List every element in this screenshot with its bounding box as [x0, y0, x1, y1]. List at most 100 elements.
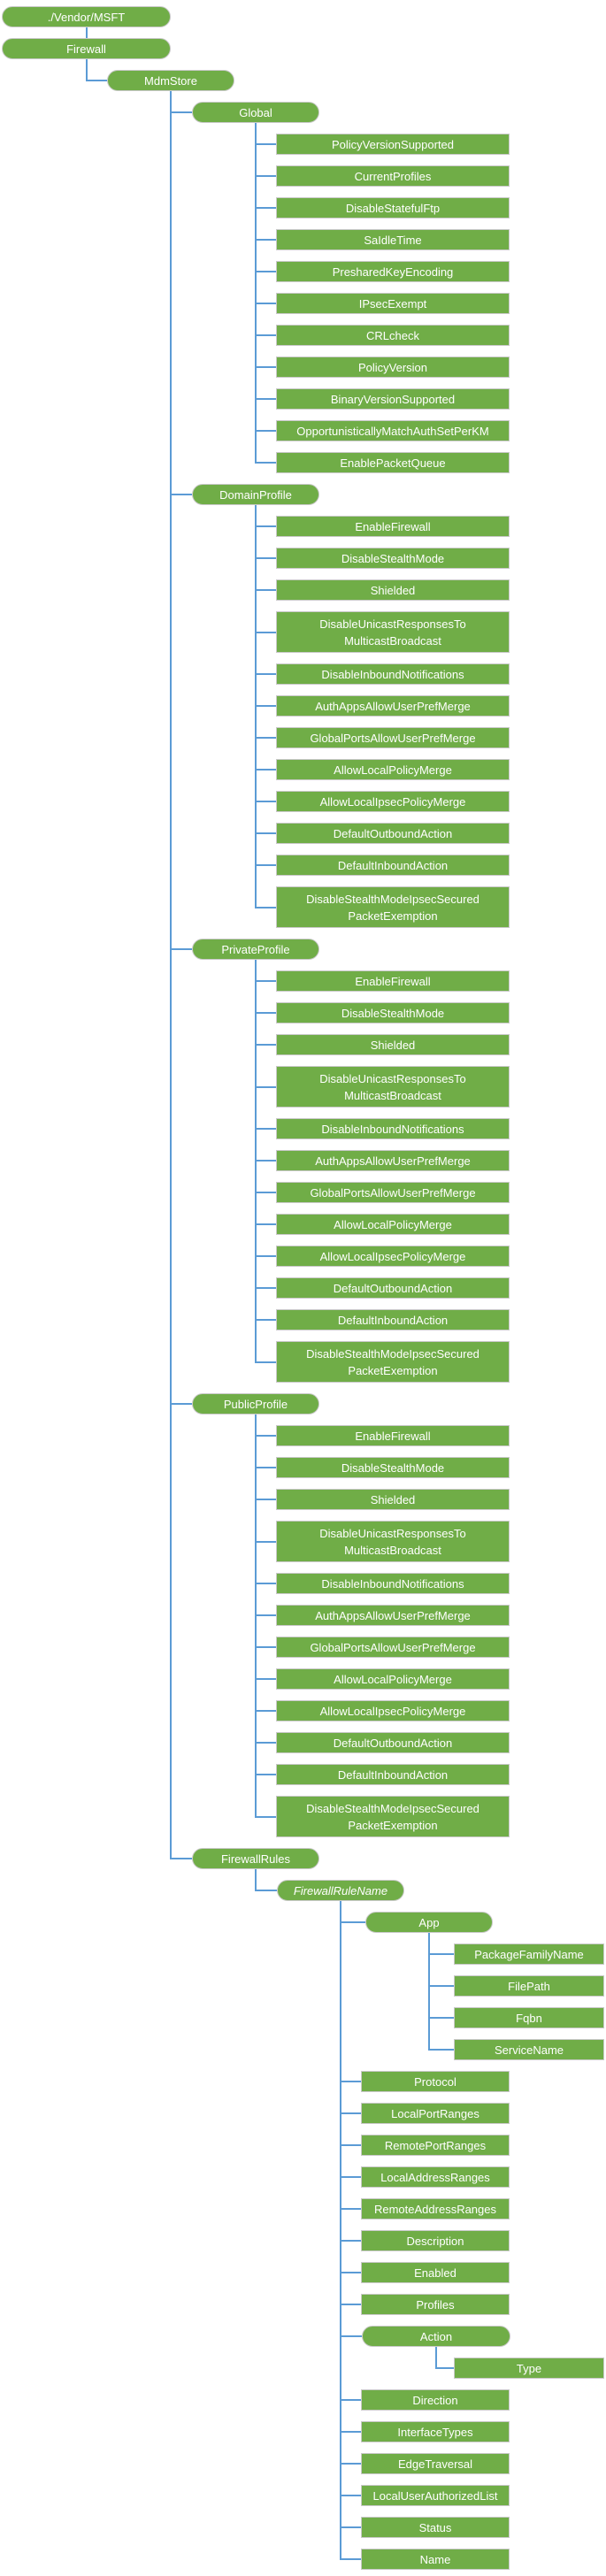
- node-policy-version: PolicyVersion: [276, 356, 510, 378]
- node-disable-stealth-mode-ipsec-secured-packet-exemption: DisableStealthModeIpsecSecured PacketExe…: [276, 1341, 510, 1383]
- node-protocol: Protocol: [361, 2071, 510, 2092]
- node-fqbn: Fqbn: [454, 2007, 604, 2028]
- node-global-ports-allow-user-pref-merge: GlobalPortsAllowUserPrefMerge: [276, 1182, 510, 1203]
- connector-horizontal: [170, 494, 192, 495]
- connector-vertical: [340, 1901, 341, 2560]
- connector-horizontal: [255, 1710, 276, 1712]
- node-disable-inbound-notifications: DisableInboundNotifications: [276, 663, 510, 685]
- connector-horizontal: [255, 1816, 276, 1818]
- connector-horizontal: [340, 2431, 361, 2433]
- node-preshared-key-encoding: PresharedKeyEncoding: [276, 261, 510, 282]
- connector-horizontal: [255, 303, 276, 304]
- connector-vertical: [255, 505, 257, 908]
- connector-horizontal: [255, 801, 276, 802]
- node-auth-apps-allow-user-pref-merge: AuthAppsAllowUserPrefMerge: [276, 695, 510, 717]
- connector-horizontal: [255, 143, 276, 145]
- node-remote-address-ranges: RemoteAddressRanges: [361, 2198, 510, 2220]
- connector-horizontal: [255, 1467, 276, 1468]
- connector-horizontal: [255, 239, 276, 241]
- node-auth-apps-allow-user-pref-merge: AuthAppsAllowUserPrefMerge: [276, 1605, 510, 1626]
- node--vendor-msft: ./Vendor/MSFT: [2, 6, 171, 27]
- connector-vertical: [255, 960, 257, 1363]
- node-shielded: Shielded: [276, 1034, 510, 1055]
- node-default-outbound-action: DefaultOutboundAction: [276, 1277, 510, 1299]
- node-default-inbound-action: DefaultInboundAction: [276, 1309, 510, 1330]
- connector-horizontal: [428, 2017, 454, 2019]
- connector-horizontal: [255, 334, 276, 336]
- connector-horizontal: [255, 398, 276, 400]
- node-interface-types: InterfaceTypes: [361, 2421, 510, 2442]
- node-crlcheck: CRLcheck: [276, 325, 510, 346]
- node-disable-unicast-responses-to-multicast-broadcast: DisableUnicastResponsesTo MulticastBroad…: [276, 611, 510, 653]
- connector-horizontal: [340, 2463, 361, 2465]
- node-local-user-authorized-list: LocalUserAuthorizedList: [361, 2485, 510, 2506]
- node-enabled: Enabled: [361, 2262, 510, 2283]
- connector-horizontal: [255, 271, 276, 272]
- connector-horizontal: [255, 1128, 276, 1130]
- connector-horizontal: [255, 1774, 276, 1775]
- node-enable-firewall: EnableFirewall: [276, 970, 510, 992]
- node-disable-unicast-responses-to-multicast-broadcast: DisableUnicastResponsesTo MulticastBroad…: [276, 1066, 510, 1108]
- node-edge-traversal: EdgeTraversal: [361, 2453, 510, 2474]
- node-global: Global: [192, 102, 319, 123]
- connector-horizontal: [255, 1541, 276, 1543]
- node-local-port-ranges: LocalPortRanges: [361, 2103, 510, 2124]
- connector-horizontal: [255, 737, 276, 739]
- connector-horizontal: [255, 769, 276, 770]
- connector-horizontal: [340, 2399, 361, 2401]
- node-description: Description: [361, 2230, 510, 2251]
- connector-horizontal: [255, 462, 276, 464]
- connector-horizontal: [255, 1287, 276, 1289]
- node-current-profiles: CurrentProfiles: [276, 165, 510, 187]
- node-remote-port-ranges: RemotePortRanges: [361, 2135, 510, 2156]
- connector-horizontal: [340, 2081, 361, 2082]
- node-disable-stealth-mode: DisableStealthMode: [276, 1457, 510, 1478]
- connector-horizontal: [255, 864, 276, 866]
- node-enable-firewall: EnableFirewall: [276, 1425, 510, 1446]
- connector-horizontal: [255, 1499, 276, 1500]
- node-policy-version-supported: PolicyVersionSupported: [276, 134, 510, 155]
- connector-horizontal: [255, 1646, 276, 1648]
- connector-horizontal: [255, 705, 276, 707]
- connector-horizontal: [340, 2240, 361, 2242]
- connector-horizontal: [255, 525, 276, 527]
- node-disable-stealth-mode-ipsec-secured-packet-exemption: DisableStealthModeIpsecSecured PacketExe…: [276, 1796, 510, 1837]
- node-firewall-rule-name: FirewallRuleName: [277, 1880, 404, 1901]
- connector-horizontal: [340, 2304, 361, 2305]
- node-enable-firewall: EnableFirewall: [276, 516, 510, 537]
- connector-horizontal: [435, 2367, 454, 2369]
- connector-horizontal: [255, 207, 276, 209]
- connector-horizontal: [340, 2144, 361, 2146]
- connector-horizontal: [340, 2526, 361, 2528]
- connector-horizontal: [255, 980, 276, 982]
- connector-horizontal: [170, 948, 192, 950]
- node-allow-local-policy-merge: AllowLocalPolicyMerge: [276, 1214, 510, 1235]
- node-disable-inbound-notifications: DisableInboundNotifications: [276, 1573, 510, 1594]
- connector-vertical: [428, 1933, 430, 2051]
- connector-horizontal: [255, 1678, 276, 1680]
- node-disable-stealth-mode: DisableStealthMode: [276, 1002, 510, 1024]
- connector-horizontal: [255, 589, 276, 591]
- connector-horizontal: [255, 832, 276, 834]
- node-default-outbound-action: DefaultOutboundAction: [276, 1732, 510, 1753]
- node-default-inbound-action: DefaultInboundAction: [276, 855, 510, 876]
- connector-vertical: [170, 91, 172, 1859]
- node-firewall: Firewall: [2, 38, 171, 59]
- connector-horizontal: [255, 632, 276, 633]
- connector-horizontal: [340, 2335, 362, 2337]
- connector-vertical: [255, 1414, 257, 1818]
- node-opportunistically-match-auth-set-per-km: OpportunisticallyMatchAuthSetPerKM: [276, 420, 510, 441]
- node-shielded: Shielded: [276, 579, 510, 601]
- connector-horizontal: [255, 673, 276, 675]
- node-mdm-store: MdmStore: [107, 70, 234, 91]
- connector-horizontal: [340, 2272, 361, 2273]
- node-allow-local-policy-merge: AllowLocalPolicyMerge: [276, 1668, 510, 1690]
- connector-horizontal: [255, 1044, 276, 1046]
- connector-horizontal: [428, 2049, 454, 2051]
- connector-horizontal: [255, 1435, 276, 1437]
- node-default-inbound-action: DefaultInboundAction: [276, 1764, 510, 1785]
- node-private-profile: PrivateProfile: [192, 939, 319, 960]
- node-profiles: Profiles: [361, 2294, 510, 2315]
- connector-horizontal: [255, 1614, 276, 1616]
- node-domain-profile: DomainProfile: [192, 484, 319, 505]
